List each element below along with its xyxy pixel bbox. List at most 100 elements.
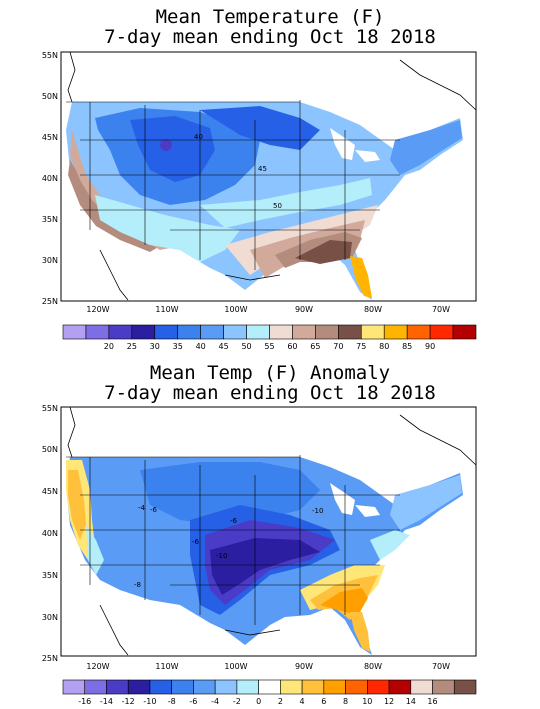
map2-legend-label: -10 bbox=[143, 697, 156, 706]
map2-legend-swatch bbox=[323, 679, 346, 695]
map2-legend-swatch bbox=[149, 679, 172, 695]
map2-lat-label: 45N bbox=[42, 487, 58, 496]
map2-contour-label: -6 bbox=[230, 517, 238, 525]
map1-lat-label: 25N bbox=[42, 297, 58, 306]
map2-legend-swatch bbox=[84, 679, 107, 695]
map1-lat-label: 35N bbox=[42, 215, 58, 224]
map2-lat-label: 50N bbox=[42, 445, 58, 454]
map1-contour-label: 45 bbox=[258, 165, 267, 173]
map1-legend-label: 60 bbox=[287, 342, 297, 351]
map2-lon-label: 110W bbox=[155, 662, 178, 671]
map2-legend-label: 16 bbox=[427, 697, 437, 706]
map2-legend-swatch bbox=[171, 679, 194, 695]
map2-contour-label: -4 bbox=[138, 504, 146, 512]
map1-legend-label: 25 bbox=[127, 342, 137, 351]
map2-legend-swatch bbox=[193, 679, 216, 695]
map2-title: Mean Temp (F) Anomaly bbox=[149, 362, 391, 384]
map1-cold-spot bbox=[160, 139, 172, 151]
map2-legend-swatch bbox=[453, 679, 477, 695]
map1-lon-label: 80W bbox=[364, 305, 382, 314]
map1-legend-label: 65 bbox=[310, 342, 320, 351]
map1-legend-swatch bbox=[177, 324, 201, 340]
map1-legend-label: 85 bbox=[402, 342, 412, 351]
map2-legend-label: 2 bbox=[278, 697, 283, 706]
map1-lat-label: 55N bbox=[42, 51, 58, 60]
map2-lat-label: 35N bbox=[42, 571, 58, 580]
map2-lat-label: 40N bbox=[42, 529, 58, 538]
map1-legend-swatch bbox=[246, 324, 270, 340]
map2-legend-swatch bbox=[62, 679, 86, 695]
map2-legend-label: -2 bbox=[233, 697, 241, 706]
map1-legend-swatch bbox=[200, 324, 224, 340]
map2-legend-swatch bbox=[432, 679, 455, 695]
map2-lon-label: 70W bbox=[432, 662, 450, 671]
map2-legend-label: 4 bbox=[300, 697, 305, 706]
map1-lon-label: 90W bbox=[295, 305, 313, 314]
map2-lon-label: 100W bbox=[224, 662, 247, 671]
map1-legend-swatch bbox=[154, 324, 179, 340]
map2-anomaly-field bbox=[66, 407, 476, 656]
map2-legend-label: 0 bbox=[256, 697, 261, 706]
map1-legend-swatch bbox=[338, 324, 362, 340]
map1-legend-swatch bbox=[108, 324, 133, 340]
map1-subtitle: 7-day mean ending Oct 18 2018 bbox=[104, 26, 436, 48]
map2-contour-label: -8 bbox=[134, 581, 141, 589]
map1-legend-swatch bbox=[62, 324, 87, 340]
map2-legend-label: -6 bbox=[189, 697, 197, 706]
map2-legend-swatch bbox=[367, 679, 390, 695]
map2-legend: -16 -14 -12 -10 -8 -6 -4 -2 0 2 4 6 8 10 12 14 16 bbox=[62, 679, 477, 706]
map2-lon-label: 80W bbox=[364, 662, 382, 671]
map1-lat-label: 50N bbox=[42, 92, 58, 101]
map2-legend-label: 6 bbox=[321, 697, 326, 706]
map1-legend-label: 50 bbox=[241, 342, 251, 351]
map2-contour-label: -10 bbox=[216, 552, 227, 560]
map2-legend-swatch bbox=[345, 679, 368, 695]
map1-legend-swatch bbox=[429, 324, 454, 340]
map1-panel: 40 45 50 55N 50N 45N 40N 35N 30N 25N 120… bbox=[42, 51, 477, 351]
map1-legend-label: 55 bbox=[264, 342, 274, 351]
map2-legend-swatch bbox=[214, 679, 238, 695]
map2-lat-label: 25N bbox=[42, 654, 58, 663]
map2-legend-label: -12 bbox=[122, 697, 135, 706]
map1-legend-label: 80 bbox=[379, 342, 389, 351]
map1-legend-swatch bbox=[315, 324, 339, 340]
map2-legend-label: -4 bbox=[211, 697, 219, 706]
map2-legend-label: 10 bbox=[362, 697, 372, 706]
map1-contour-label: 40 bbox=[194, 133, 203, 141]
map2-panel: -4 -6 -6 -6 -10 -10 -8 55N 50N 45N 40N 3… bbox=[42, 404, 477, 706]
map1-legend-label: 35 bbox=[173, 342, 183, 351]
map1-lon-label: 110W bbox=[155, 305, 178, 314]
map1-legend-swatch bbox=[269, 324, 293, 340]
map1-legend-label: 75 bbox=[356, 342, 366, 351]
map2-lon-label: 120W bbox=[86, 662, 109, 671]
map1-lon-label: 120W bbox=[86, 305, 109, 314]
map1-lon-label: 100W bbox=[224, 305, 247, 314]
map2-lat-label: 30N bbox=[42, 613, 58, 622]
map2-legend-swatch bbox=[236, 679, 259, 695]
map1-frame bbox=[60, 51, 477, 302]
map1-legend-swatch bbox=[360, 324, 385, 340]
map1-lat-label: 30N bbox=[42, 256, 58, 265]
map2-legend-swatch bbox=[106, 679, 129, 695]
map2-frame bbox=[60, 406, 477, 657]
map2-legend-label: 12 bbox=[384, 697, 394, 706]
map1-legend-swatch bbox=[85, 324, 110, 340]
map2-legend-swatch bbox=[280, 679, 303, 695]
map2-legend-swatch bbox=[301, 679, 325, 695]
map1-legend-label: 90 bbox=[425, 342, 435, 351]
map2-lon-label: 90W bbox=[295, 662, 313, 671]
map1-legend-swatch bbox=[223, 324, 247, 340]
map1-legend-swatch bbox=[452, 324, 477, 340]
map1-lat-label: 40N bbox=[42, 174, 58, 183]
map2-contour-label: -6 bbox=[150, 506, 158, 514]
map2-legend-label: -16 bbox=[78, 697, 91, 706]
map2-contour-label: -10 bbox=[312, 507, 323, 515]
map1-title: Mean Temperature (F) bbox=[155, 6, 385, 28]
map2-legend-label: -14 bbox=[100, 697, 113, 706]
map2-legend-swatch bbox=[388, 679, 412, 695]
map1-legend-label: 45 bbox=[219, 342, 229, 351]
map1-contour-label: 50 bbox=[273, 202, 282, 210]
map1-legend-swatch bbox=[131, 324, 156, 340]
map2-contour-label: -6 bbox=[192, 538, 200, 546]
map1-legend: 20 25 30 35 40 45 50 55 60 65 70 75 80 85 90 bbox=[62, 324, 477, 351]
